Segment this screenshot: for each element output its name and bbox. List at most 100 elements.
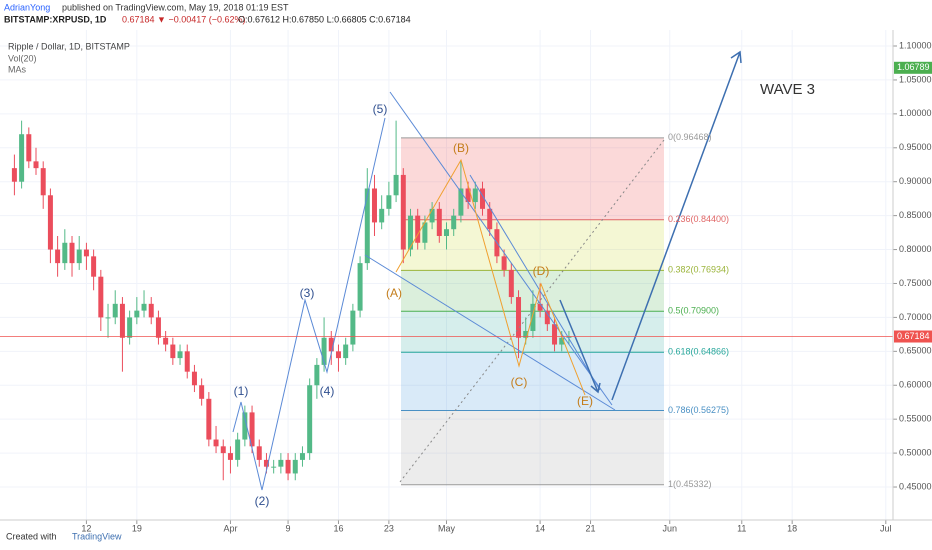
x-tick-label: 16: [333, 523, 343, 533]
chart-title: Ripple / Dollar, 1D, BITSTAMP: [8, 41, 130, 51]
candle-body: [40, 168, 46, 196]
arrow: [611, 51, 741, 401]
candle-body: [357, 263, 363, 311]
candle-body: [127, 317, 133, 338]
candle-body: [451, 215, 457, 230]
wave-label: (E): [577, 394, 593, 408]
candle-body: [184, 351, 190, 372]
channel-line: [364, 254, 616, 411]
wave-path: [232, 117, 386, 491]
candle-body: [444, 229, 449, 236]
channel-line: [469, 174, 601, 391]
candle-body: [278, 459, 284, 467]
y-tick-label: 0.95000: [899, 142, 932, 152]
wave-label: (C): [511, 375, 528, 389]
y-tick-label: 1.00000: [899, 108, 932, 118]
candle-body: [537, 303, 543, 311]
candle-body: [249, 412, 255, 447]
candle-body: [155, 317, 161, 338]
x-tick-label: 19: [132, 523, 142, 533]
y-tick-label: 0.50000: [899, 447, 932, 457]
label-layer: 0.45000 0.50000 0.55000 0.60000 0.65000 0.700…: [0, 40, 932, 533]
candle-body: [235, 439, 241, 460]
candle-body: [429, 208, 435, 223]
fib-diagonal: [399, 139, 665, 483]
candle-body: [33, 161, 39, 169]
annotation: WAVE 3: [760, 81, 815, 98]
candle-body: [458, 188, 464, 216]
fib-zone: [401, 410, 664, 485]
candle-body: [206, 398, 212, 440]
candle-body: [371, 188, 377, 223]
arrow-head: [730, 50, 742, 64]
fib-label: 0.382(0.76934): [668, 265, 729, 275]
footer-brand: TradingView: [72, 531, 122, 541]
candle-body: [76, 249, 82, 264]
wave-label: (3): [300, 286, 315, 300]
wave-label: (D): [533, 264, 550, 278]
x-tick-label: 9: [286, 523, 291, 533]
wave-label: (1): [234, 384, 249, 398]
x-tick-label: 14: [535, 523, 545, 533]
x-tick-label: 18: [787, 523, 797, 533]
published: published on TradingView.com, May 19, 20…: [62, 2, 289, 12]
candle-body: [422, 222, 428, 243]
price-tag-label: 0.67184: [897, 331, 930, 341]
candle-body: [465, 188, 471, 203]
arrow-head: [590, 382, 601, 394]
y-tick-label: 1.05000: [899, 74, 932, 84]
grid-layer: [0, 30, 893, 520]
candle-body: [177, 351, 183, 359]
y-tick-label: 0.60000: [899, 380, 932, 390]
candle-body: [263, 459, 269, 467]
candle-body: [26, 134, 32, 162]
candle-body: [566, 336, 572, 338]
candle-body: [62, 242, 68, 264]
candle-body: [307, 385, 313, 454]
candle-body: [191, 371, 197, 386]
candle-body: [256, 446, 262, 460]
candle-body: [508, 269, 514, 298]
y-tick-label: 1.10000: [899, 40, 932, 50]
candle-body: [220, 446, 226, 454]
candle-body: [213, 439, 219, 447]
fib-zone: [401, 219, 664, 271]
candle-body: [343, 344, 349, 359]
x-tick-label: 21: [586, 523, 596, 533]
candle-body: [516, 297, 522, 338]
candle-body: [559, 337, 565, 345]
candle-body: [292, 459, 298, 474]
footer-text: Created with: [6, 531, 57, 541]
candle-body: [242, 412, 248, 440]
x-tick-label: 12: [81, 523, 91, 533]
x-tick-label: Apr: [223, 523, 237, 533]
wave-label: (2): [255, 494, 270, 508]
y-tick-label: 0.65000: [899, 346, 932, 356]
candle-body: [436, 208, 442, 236]
candle-body: [170, 344, 176, 359]
y-tick-label: 0.45000: [899, 481, 932, 491]
candle-body: [69, 242, 75, 264]
candle-body: [19, 134, 25, 182]
candle-body: [119, 303, 125, 338]
candle-body: [321, 337, 327, 365]
x-tick-label: May: [438, 523, 456, 533]
x-tick-label: Jun: [662, 523, 677, 533]
price-tag-label: 1.06789: [897, 62, 930, 72]
fib-label: 0.786(0.56275): [668, 405, 729, 415]
y-tick-label: 0.85000: [899, 210, 932, 220]
candle-body: [299, 453, 305, 460]
candle-body: [148, 303, 154, 318]
candle-body: [227, 453, 233, 460]
fib-zone: [401, 352, 664, 411]
candle-body: [141, 303, 147, 311]
candle-body: [393, 174, 399, 196]
candle-body: [11, 168, 17, 182]
y-tick-label: 0.70000: [899, 312, 932, 322]
candle-body: [47, 195, 53, 250]
x-tick-label: 23: [384, 523, 394, 533]
candle-body: [98, 276, 104, 318]
candle-body: [472, 188, 478, 203]
channel-line: [389, 91, 613, 406]
